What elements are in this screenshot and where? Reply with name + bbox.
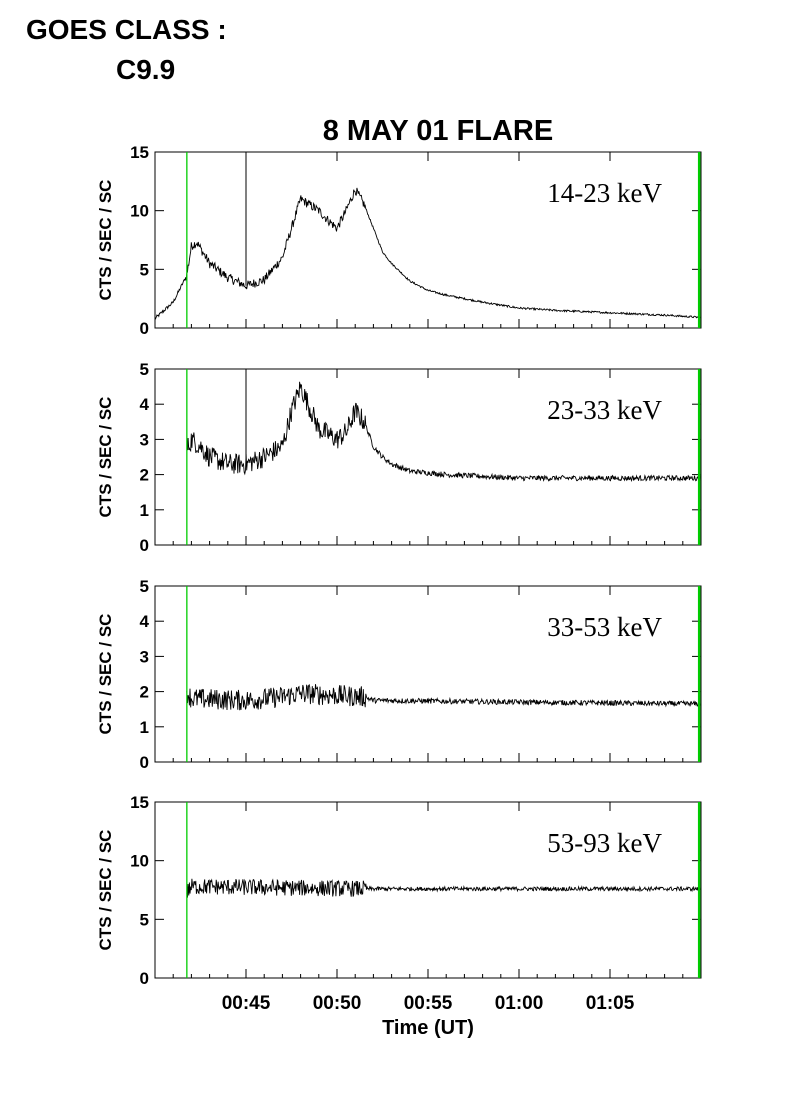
y-tick-label: 5 bbox=[140, 360, 149, 379]
y-tick-label: 2 bbox=[140, 683, 149, 702]
energy-band-label: 33-53 keV bbox=[547, 612, 662, 642]
y-tick-label: 4 bbox=[140, 395, 150, 414]
y-tick-label: 15 bbox=[130, 793, 149, 812]
panel-2: 0 1 2 3 4 5 CTS / SEC / SC 23-33 keV bbox=[96, 360, 702, 555]
x-tick-label: 01:05 bbox=[586, 993, 635, 1014]
energy-band-label: 53-93 keV bbox=[547, 828, 662, 858]
energy-band-label: 14-23 keV bbox=[547, 178, 662, 208]
y-axis-label: CTS / SEC / SC bbox=[96, 397, 115, 518]
y-tick-label: 3 bbox=[140, 647, 149, 666]
count-rate-trace bbox=[186, 683, 702, 711]
y-tick-label: 0 bbox=[140, 969, 149, 988]
y-tick-label: 0 bbox=[140, 536, 149, 555]
y-tick-label: 5 bbox=[140, 577, 149, 596]
panel-4: 0 5 10 15 CTS / SEC / SC 53-93 keV 00:45 00:50 0… bbox=[96, 793, 702, 1014]
y-tick-label: 1 bbox=[140, 718, 149, 737]
x-tick-label: 00:50 bbox=[313, 993, 362, 1014]
y-axis-label: CTS / SEC / SC bbox=[96, 180, 115, 301]
chart-title: 8 MAY 01 FLARE bbox=[323, 115, 553, 147]
y-axis-label: CTS / SEC / SC bbox=[96, 830, 115, 951]
count-rate-trace bbox=[186, 381, 702, 483]
y-tick-label: 5 bbox=[140, 260, 149, 279]
x-tick-label: 01:00 bbox=[495, 993, 544, 1014]
y-tick-label: 2 bbox=[140, 466, 149, 485]
y-tick-label: 0 bbox=[140, 319, 149, 338]
count-rate-trace bbox=[154, 187, 702, 320]
x-tick-label: 00:55 bbox=[404, 993, 453, 1014]
y-tick-label: 10 bbox=[130, 202, 149, 221]
goes-class-value: C9.9 bbox=[116, 54, 176, 85]
y-tick-label: 5 bbox=[140, 910, 149, 929]
x-axis-label: Time (UT) bbox=[382, 1017, 474, 1039]
y-tick-label: 1 bbox=[140, 501, 149, 520]
y-axis-label: CTS / SEC / SC bbox=[96, 614, 115, 735]
y-tick-label: 0 bbox=[140, 753, 149, 772]
y-tick-label: 15 bbox=[130, 143, 149, 162]
y-tick-label: 4 bbox=[140, 612, 150, 631]
y-tick-label: 3 bbox=[140, 430, 149, 449]
goes-class-label: GOES CLASS : bbox=[26, 14, 227, 45]
panel-3: 0 1 2 3 4 5 CTS / SEC / SC 33-53 keV bbox=[96, 577, 702, 772]
energy-band-label: 23-33 keV bbox=[547, 395, 662, 425]
x-tick-label: 00:45 bbox=[222, 993, 271, 1014]
y-tick-label: 10 bbox=[130, 852, 149, 871]
count-rate-trace bbox=[186, 878, 702, 898]
panel-1: 0 5 10 15 CTS / SEC / SC 14-23 keV bbox=[96, 143, 702, 338]
